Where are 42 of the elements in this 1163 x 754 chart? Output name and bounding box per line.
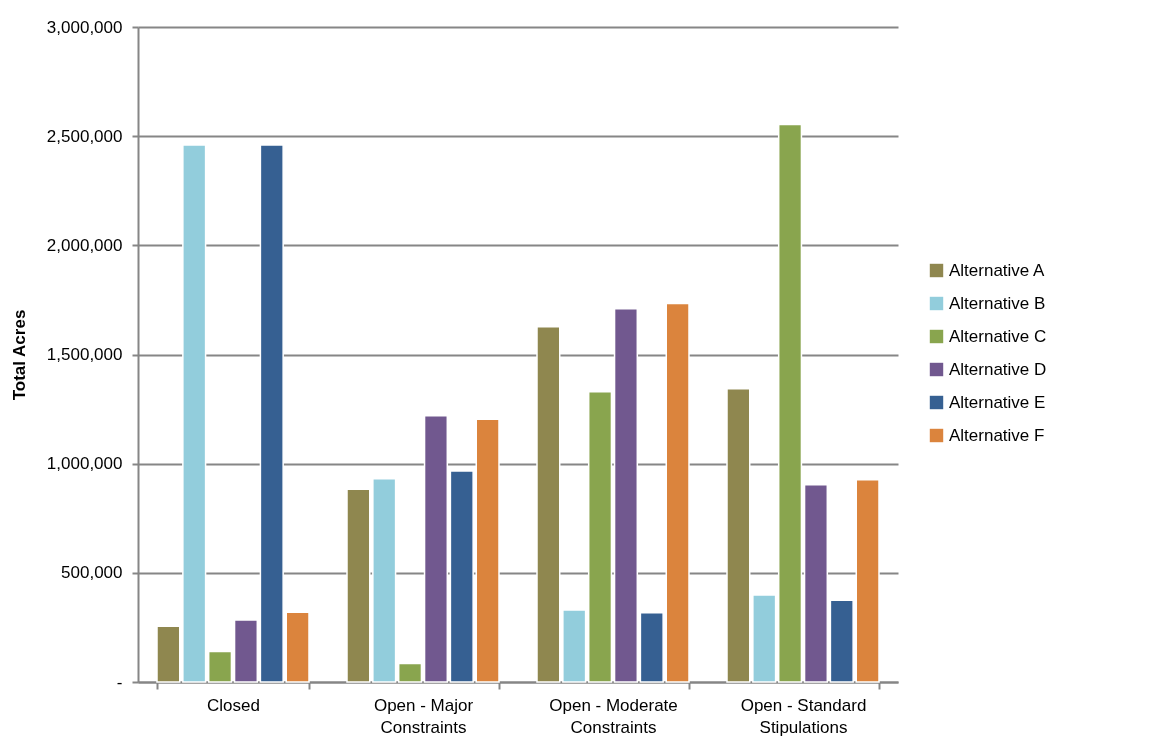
bar <box>639 612 664 683</box>
bar <box>665 302 690 683</box>
bar <box>233 619 259 683</box>
bar <box>207 650 233 683</box>
legend-label: Alternative E <box>949 392 1046 412</box>
bar <box>587 391 613 683</box>
bar <box>449 470 474 683</box>
legend-label: Alternative B <box>949 293 1046 313</box>
x-tick-label: Closed <box>207 695 260 715</box>
legend-label: Alternative F <box>949 425 1045 445</box>
x-tick-label: Open - Standard Stipulations <box>740 695 867 737</box>
y-tick-label: 500,000 <box>61 563 123 583</box>
bar <box>752 594 777 683</box>
bar <box>397 662 423 683</box>
legend-label: Alternative A <box>949 260 1046 280</box>
x-tick-label: Open - Major Constraints <box>373 695 474 737</box>
y-tick-label: - <box>116 672 123 692</box>
bar <box>829 599 854 683</box>
y-tick-label: 2,500,000 <box>46 126 123 146</box>
x-tick-label: Open - Moderate Constraints <box>549 695 678 737</box>
bar <box>285 611 310 683</box>
bar <box>777 123 803 683</box>
bar <box>182 144 207 683</box>
bar <box>613 307 639 683</box>
bar <box>346 488 371 683</box>
bar <box>562 609 587 683</box>
legend-label: Alternative D <box>949 359 1047 379</box>
bar <box>855 479 880 683</box>
y-tick-label: 3,000,000 <box>46 17 123 37</box>
bar <box>156 625 181 683</box>
bar <box>423 414 449 683</box>
bar <box>726 388 751 683</box>
y-tick-label: 1,500,000 <box>46 345 123 364</box>
y-tick-label: 1,000,000 <box>46 454 123 474</box>
legend-label: Alternative C <box>949 326 1047 346</box>
bar <box>536 326 561 683</box>
y-tick-label: 2,000,000 <box>46 235 123 255</box>
bar <box>259 144 284 683</box>
bar <box>803 484 829 683</box>
bar <box>475 418 500 683</box>
bar <box>372 477 397 683</box>
y-axis-title: Total Acres <box>9 309 29 401</box>
